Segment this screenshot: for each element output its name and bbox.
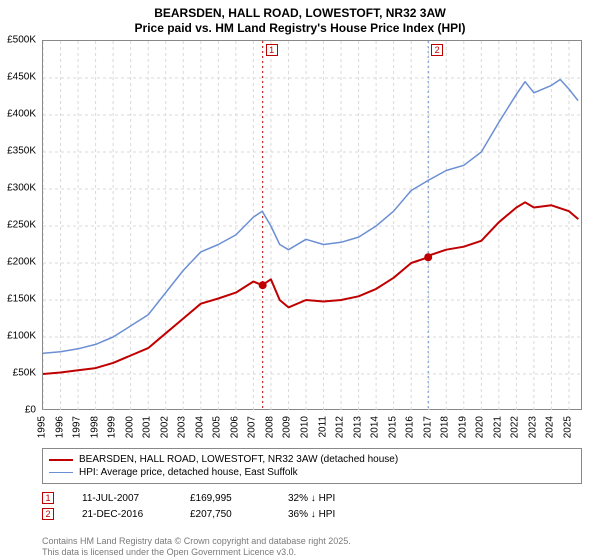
x-tick-label: 2001 <box>142 416 153 438</box>
x-tick-label: 1997 <box>72 416 83 438</box>
legend-swatch <box>49 472 73 473</box>
datapoint-price: £169,995 <box>190 493 260 504</box>
datapoint-diff: 32% ↓ HPI <box>288 493 368 504</box>
legend-item: BEARSDEN, HALL ROAD, LOWESTOFT, NR32 3AW… <box>49 453 575 466</box>
y-tick-label: £500K <box>7 35 36 46</box>
x-tick-label: 1998 <box>89 416 100 438</box>
x-tick-label: 2024 <box>545 416 556 438</box>
x-tick-label: 2015 <box>387 416 398 438</box>
chart-marker-1: 1 <box>266 44 278 56</box>
legend-label: BEARSDEN, HALL ROAD, LOWESTOFT, NR32 3AW… <box>79 454 398 465</box>
x-tick-label: 1996 <box>54 416 65 438</box>
footer-attribution: Contains HM Land Registry data © Crown c… <box>42 536 582 558</box>
y-axis-labels: £0£50K£100K£150K£200K£250K£300K£350K£400… <box>0 40 40 410</box>
x-tick-label: 2018 <box>440 416 451 438</box>
x-tick-label: 2004 <box>194 416 205 438</box>
x-tick-label: 2020 <box>475 416 486 438</box>
legend-swatch <box>49 459 73 461</box>
x-tick-label: 2010 <box>299 416 310 438</box>
x-tick-label: 2006 <box>229 416 240 438</box>
legend-label: HPI: Average price, detached house, East… <box>79 467 298 478</box>
y-tick-label: £0 <box>25 405 36 416</box>
y-tick-label: £450K <box>7 72 36 83</box>
datapoint-row: 1 11-JUL-2007 £169,995 32% ↓ HPI <box>42 490 582 506</box>
x-tick-label: 2003 <box>177 416 188 438</box>
x-tick-label: 2014 <box>370 416 381 438</box>
datapoint-date: 21-DEC-2016 <box>82 509 162 520</box>
y-tick-label: £250K <box>7 220 36 231</box>
y-tick-label: £50K <box>13 368 36 379</box>
datapoint-row: 2 21-DEC-2016 £207,750 36% ↓ HPI <box>42 506 582 522</box>
x-tick-label: 2002 <box>159 416 170 438</box>
x-tick-label: 2011 <box>317 416 328 438</box>
x-tick-label: 1999 <box>107 416 118 438</box>
x-tick-label: 2021 <box>492 416 503 438</box>
x-tick-label: 2022 <box>510 416 521 438</box>
datapoint-marker: 2 <box>42 508 54 520</box>
x-tick-label: 2000 <box>124 416 135 438</box>
x-tick-label: 2005 <box>212 416 223 438</box>
y-tick-label: £150K <box>7 294 36 305</box>
x-tick-label: 2025 <box>562 416 573 438</box>
x-tick-label: 2017 <box>422 416 433 438</box>
datapoint-table: 1 11-JUL-2007 £169,995 32% ↓ HPI 2 21-DEC-201… <box>42 490 582 522</box>
x-tick-label: 2007 <box>247 416 258 438</box>
datapoint-date: 11-JUL-2007 <box>82 493 162 504</box>
x-axis-labels: 1995199619971998199920002001200220032004… <box>42 414 582 450</box>
x-tick-label: 1995 <box>37 416 48 438</box>
title-line-2: Price paid vs. HM Land Registry's House … <box>0 21 600 36</box>
y-tick-label: £100K <box>7 331 36 342</box>
x-tick-label: 2008 <box>264 416 275 438</box>
x-tick-label: 2013 <box>352 416 363 438</box>
x-tick-label: 2016 <box>405 416 416 438</box>
x-tick-label: 2019 <box>457 416 468 438</box>
title-line-1: BEARSDEN, HALL ROAD, LOWESTOFT, NR32 3AW <box>0 6 600 21</box>
y-tick-label: £400K <box>7 109 36 120</box>
y-tick-label: £200K <box>7 257 36 268</box>
y-tick-label: £300K <box>7 183 36 194</box>
chart-container: BEARSDEN, HALL ROAD, LOWESTOFT, NR32 3AW… <box>0 0 600 560</box>
legend-item: HPI: Average price, detached house, East… <box>49 466 575 479</box>
title-block: BEARSDEN, HALL ROAD, LOWESTOFT, NR32 3AW… <box>0 0 600 36</box>
chart-svg <box>43 41 583 411</box>
footer-line-1: Contains HM Land Registry data © Crown c… <box>42 536 582 547</box>
chart-plot-area <box>42 40 582 410</box>
x-tick-label: 2023 <box>527 416 538 438</box>
datapoint-price: £207,750 <box>190 509 260 520</box>
x-tick-label: 2009 <box>282 416 293 438</box>
datapoint-diff: 36% ↓ HPI <box>288 509 368 520</box>
legend-box: BEARSDEN, HALL ROAD, LOWESTOFT, NR32 3AW… <box>42 448 582 484</box>
y-tick-label: £350K <box>7 146 36 157</box>
footer-line-2: This data is licensed under the Open Gov… <box>42 547 582 558</box>
chart-marker-2: 2 <box>431 44 443 56</box>
datapoint-marker: 1 <box>42 492 54 504</box>
x-tick-label: 2012 <box>335 416 346 438</box>
